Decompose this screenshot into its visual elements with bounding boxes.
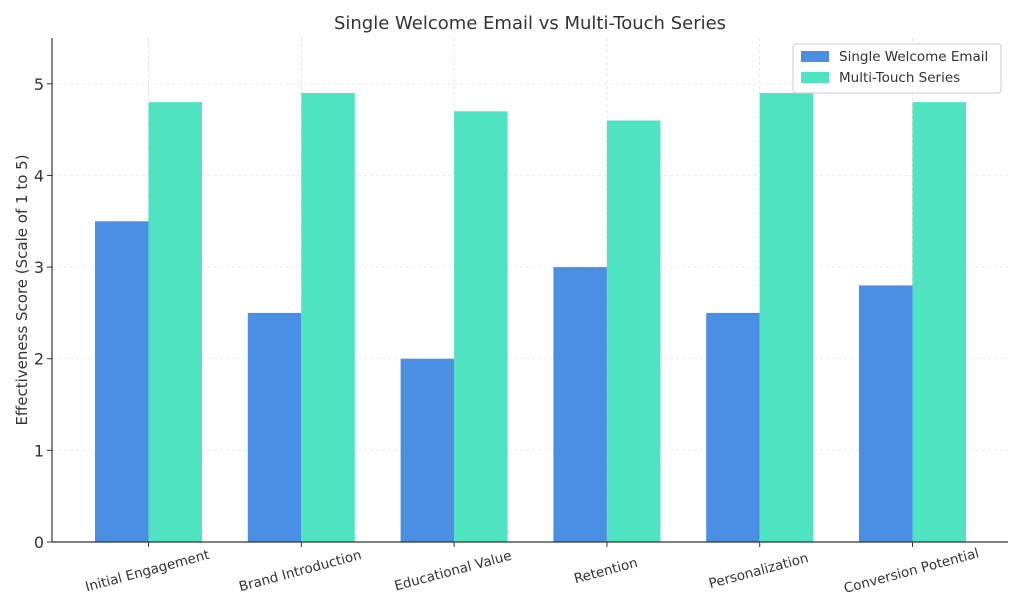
y-tick-label: 3: [34, 258, 44, 277]
y-axis-label: Effectiveness Score (Scale of 1 to 5): [13, 154, 31, 425]
x-tick-label: Initial Engagement: [84, 547, 212, 596]
legend: Single Welcome Email Multi-Touch Series: [792, 43, 1002, 94]
bar-single-welcome-email: [95, 221, 149, 543]
bar-single-welcome-email: [859, 285, 913, 542]
bars: [95, 92, 966, 543]
legend-swatch: [801, 72, 829, 83]
legend-label: Multi-Touch Series: [839, 70, 960, 86]
y-tick-label: 2: [34, 350, 44, 369]
bar-multi-touch-series: [454, 111, 508, 543]
bar-single-welcome-email: [400, 358, 455, 542]
x-tick-label: Conversion Potential: [842, 545, 981, 596]
y-tick-label: 0: [34, 533, 44, 552]
bar-multi-touch-series: [912, 102, 966, 543]
bar-single-welcome-email: [247, 312, 302, 542]
bar-single-welcome-email: [553, 267, 607, 542]
bar-multi-touch-series: [301, 92, 355, 543]
legend-swatch: [801, 51, 829, 62]
y-tick-label: 4: [34, 166, 44, 185]
legend-box: [792, 43, 1002, 94]
x-tick-label: Retention: [572, 555, 639, 587]
chart-title: Single Welcome Email vs Multi-Touch Seri…: [334, 13, 726, 34]
x-tick-label: Brand Introduction: [237, 547, 363, 595]
x-tick-label: Educational Value: [393, 548, 514, 595]
bar-multi-touch-series: [148, 102, 202, 543]
y-tick-label: 5: [34, 75, 44, 94]
bar-multi-touch-series: [606, 120, 661, 543]
bar-multi-touch-series: [759, 92, 814, 543]
y-tick-label: 1: [34, 441, 44, 460]
bar-single-welcome-email: [706, 312, 760, 542]
legend-label: Single Welcome Email: [839, 49, 988, 65]
x-tick-label: Personalization: [707, 550, 810, 592]
